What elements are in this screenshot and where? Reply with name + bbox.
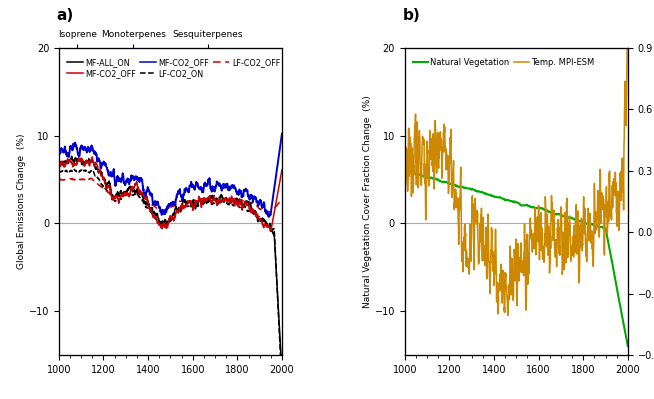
Y-axis label: Natural Vegetation Cover Fraction Change  (%): Natural Vegetation Cover Fraction Change… (363, 95, 372, 308)
Legend: Natural Vegetation, Temp. MPI-ESM: Natural Vegetation, Temp. MPI-ESM (411, 57, 596, 69)
Legend: MF-ALL_ON, MF-CO2_OFF, MF-CO2_OFF, LF-CO2_ON, LF-CO2_OFF: MF-ALL_ON, MF-CO2_OFF, MF-CO2_OFF, LF-CO… (65, 57, 282, 79)
Text: b): b) (402, 8, 421, 23)
Text: a): a) (57, 8, 74, 23)
Y-axis label: Global Emissions Change  (%): Global Emissions Change (%) (17, 134, 26, 269)
